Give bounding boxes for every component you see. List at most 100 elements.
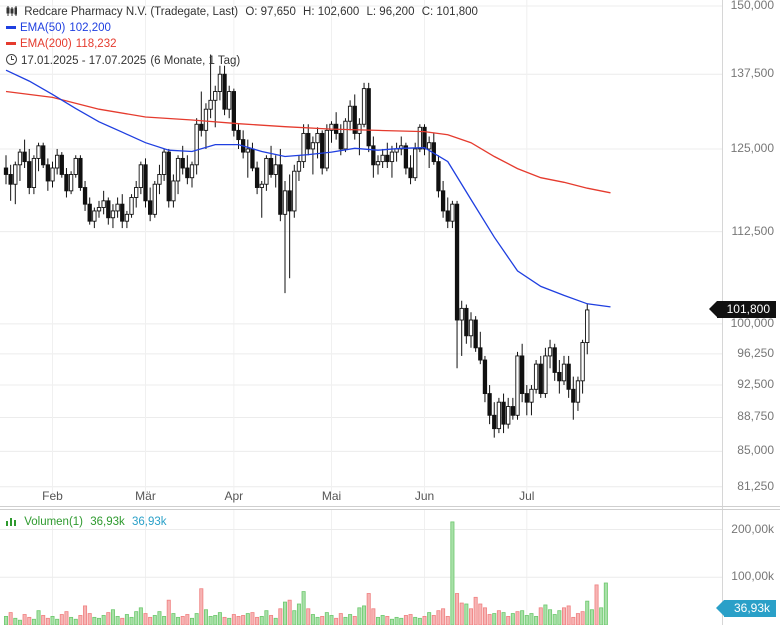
candle-body-up <box>427 142 432 150</box>
candle-body-up <box>115 203 120 212</box>
volume-bar <box>580 611 585 625</box>
moving-average-lines <box>5 69 611 308</box>
candle-body-up <box>417 126 422 150</box>
volume-bar <box>199 588 204 625</box>
volume-bar <box>352 616 357 625</box>
volume-bar <box>78 615 83 625</box>
volume-bar <box>69 616 74 625</box>
candle-body-down <box>82 187 88 205</box>
candle-body-up <box>157 174 162 185</box>
ema50-label: EMA(50) <box>20 22 66 34</box>
candle-body-up <box>292 170 297 212</box>
candle-body-up <box>189 164 195 179</box>
candle-body-down <box>482 359 488 395</box>
volume-bar <box>492 613 497 625</box>
volume-bar <box>101 615 106 625</box>
candle-body-up <box>329 123 334 131</box>
volume-bar <box>273 617 278 625</box>
volume-bar <box>166 599 171 625</box>
candle-body-down <box>408 167 413 179</box>
volume-bar <box>524 615 529 625</box>
volume-bar <box>496 610 501 625</box>
volume-bar <box>120 617 125 625</box>
candle-body-down <box>87 203 92 222</box>
candle-body-down <box>236 129 241 141</box>
volume-bar <box>50 616 55 625</box>
volume-bar <box>552 614 557 625</box>
volume-bar <box>278 608 283 625</box>
volume-bar <box>41 615 46 625</box>
candle-body-down <box>254 167 260 188</box>
price-tick-label: 125,000 <box>730 140 774 155</box>
volume-bar <box>371 608 376 625</box>
volume-bar <box>194 613 199 625</box>
volume-bar <box>455 593 460 625</box>
candle-body-up <box>217 73 223 92</box>
candle-body-up <box>529 388 534 403</box>
volume-bar <box>403 615 408 625</box>
volume-bar <box>427 612 432 625</box>
candle-body-up <box>343 120 348 150</box>
volume-bar <box>315 616 320 625</box>
volume-value: 36,93k <box>90 516 125 528</box>
last-price-value: 101,800 <box>726 301 770 316</box>
volume-bar <box>338 613 343 625</box>
candle-body-down <box>8 174 13 185</box>
volume-bar <box>87 613 92 625</box>
ema200-value: 118,232 <box>75 38 117 50</box>
volume-bar <box>310 614 315 625</box>
volume-bar <box>59 614 64 625</box>
candle-body-up <box>68 174 74 192</box>
chart-range: 17.01.2025 - 17.07.2025 (6 Monate, 1 Tag) <box>6 54 244 67</box>
candle-body-up <box>227 91 232 110</box>
volume-bar <box>129 616 134 625</box>
candle-body-down <box>422 126 427 150</box>
candle-body-down <box>45 164 51 182</box>
volume-bar <box>417 617 422 625</box>
candle-body-down <box>436 161 441 192</box>
volume-bar <box>394 616 399 625</box>
volume-bar <box>585 600 590 625</box>
candle-body-down <box>492 414 497 430</box>
candle-body-down <box>222 73 227 110</box>
candle-body-up <box>496 401 502 430</box>
candle-body-down <box>403 145 409 169</box>
volume-bar <box>473 596 478 625</box>
candle-body-up <box>585 309 590 344</box>
volume-bar <box>124 614 129 625</box>
volume-bar <box>138 607 143 625</box>
candle-body-down <box>557 371 562 382</box>
candle-body-down <box>250 148 255 169</box>
volume-bar <box>413 616 418 625</box>
candle-body-up <box>194 123 199 166</box>
volume-bar <box>562 607 567 625</box>
candle-body-down <box>524 393 529 403</box>
volume-bar <box>431 615 436 625</box>
volume-bar <box>594 584 599 625</box>
volume-bar <box>36 610 41 625</box>
volume-bar <box>250 612 255 625</box>
candle-body-down <box>366 88 371 147</box>
volume-badge-value: 36,93k <box>733 601 770 615</box>
ema200-label: EMA(200) <box>20 38 72 50</box>
candle-body-up <box>296 161 302 172</box>
volume-bar <box>599 607 604 625</box>
volume-bar <box>143 613 148 625</box>
volume-bar <box>13 617 18 625</box>
candle-body-down <box>571 388 576 403</box>
candle-body-up <box>273 164 278 175</box>
candle-body-down <box>478 347 483 361</box>
candle-body-down <box>464 307 469 337</box>
month-tick-label: Jun <box>414 489 435 503</box>
candle-body-down <box>185 167 190 179</box>
volume-bar <box>343 616 348 625</box>
volume-bar <box>180 616 185 625</box>
volume-bar <box>292 610 297 625</box>
candle-body-up <box>324 129 329 169</box>
candle-body-down <box>445 210 450 222</box>
candle-body-up <box>96 207 102 212</box>
legend-ema50: EMA(50) 102,200 <box>6 22 115 34</box>
volume-bar <box>64 611 69 625</box>
volume-bar <box>110 609 115 625</box>
